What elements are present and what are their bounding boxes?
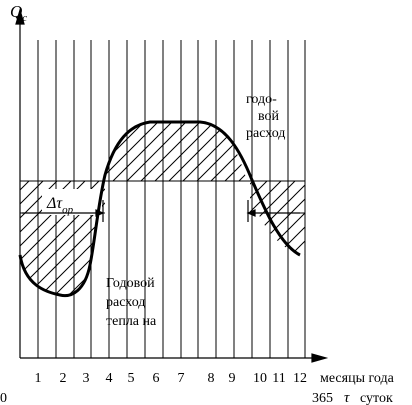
month-tick-8: 8 (208, 371, 215, 386)
y-axis-label: Q (10, 2, 22, 21)
month-tick-12: 12 (293, 371, 307, 386)
annotation-top-line2: вой (258, 109, 280, 124)
heat-consumption-curve (18, 120, 301, 298)
month-tick-3: 3 (83, 371, 90, 386)
x-axis-label-days: 365 (312, 391, 333, 405)
delta-tau-subscript: ор (62, 204, 74, 216)
month-tick-4: 4 (106, 371, 113, 386)
annotation-bottom-line2: расход (106, 295, 145, 310)
month-tick-9: 9 (229, 371, 236, 386)
month-tick-7: 7 (178, 371, 185, 386)
delta-tau-symbol: Δτ (46, 195, 63, 212)
y-axis-subscript: c (22, 12, 27, 24)
annotation-annual-heat-bottom: Годовой расход тепла на (106, 276, 157, 329)
x-axis-label-months: месяцы года (320, 371, 395, 386)
month-tick-1: 1 (35, 371, 42, 386)
annotation-annual-consumption-top: годо- вой расход (246, 92, 285, 141)
svg-text:Δτор: Δτор (46, 195, 74, 216)
axes (15, 7, 329, 363)
y-axis-arrow (15, 7, 25, 25)
winter-deficit-region-right (258, 213, 305, 255)
month-tick-labels: 1 2 3 4 5 6 7 8 9 10 11 12 (35, 371, 308, 386)
month-tick-11: 11 (272, 371, 285, 386)
summer-surplus-region (105, 122, 247, 181)
annotation-top-line1: годо- (246, 92, 277, 107)
month-tick-2: 2 (60, 371, 67, 386)
delta-tau-label-bg (42, 189, 102, 215)
annotation-top-line3: расход (246, 126, 285, 141)
annotation-bottom-line1: Годовой (106, 276, 155, 291)
svg-text:Qc: Qc (10, 2, 27, 24)
annotation-bottom-line3: тепла на (106, 314, 157, 329)
origin-label: 0 (0, 391, 7, 405)
x-axis-unit: суток (360, 391, 393, 405)
winter-deficit-region-left (20, 185, 103, 296)
month-tick-5: 5 (128, 371, 135, 386)
month-tick-10: 10 (253, 371, 267, 386)
month-tick-6: 6 (153, 371, 160, 386)
x-axis-tau: τ (344, 390, 350, 405)
x-axis-arrow (311, 353, 329, 363)
